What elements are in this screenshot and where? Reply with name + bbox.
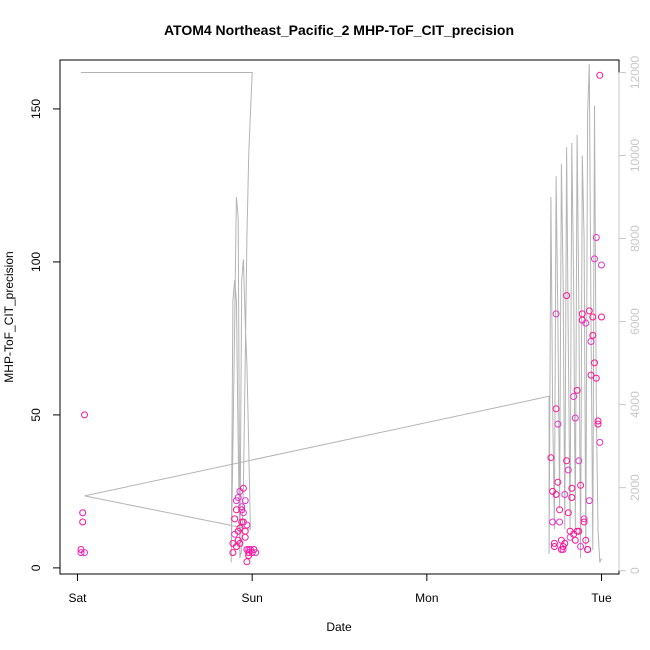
data-point	[563, 292, 571, 300]
data-point	[570, 393, 578, 400]
y-axis-label: MHP-ToF_CIT_precision	[2, 251, 16, 382]
data-point	[550, 539, 558, 547]
plot-frame	[59, 59, 620, 575]
data-point	[236, 524, 244, 532]
data-point	[577, 481, 585, 489]
chart-title: ATOM4 Northeast_Pacific_2 MHP-ToF_CIT_pr…	[164, 22, 514, 38]
x-tick-label: Sun	[241, 591, 262, 605]
data-point	[591, 255, 598, 263]
data-point	[550, 543, 558, 550]
y-tick-label: 0	[29, 564, 43, 571]
x-axis: Sat Sun Mon Tue	[68, 573, 612, 605]
data-point	[241, 533, 249, 541]
y-tick-label: 50	[29, 408, 43, 422]
x-tick-label: Mon	[415, 591, 438, 605]
data-point	[577, 543, 585, 550]
right-y-tick-label: 2000	[628, 474, 642, 501]
data-point	[568, 484, 576, 492]
data-point	[236, 539, 244, 547]
data-point	[556, 506, 564, 514]
y-tick-label: 100	[29, 252, 43, 272]
data-point	[587, 338, 595, 345]
data-point	[547, 454, 555, 462]
data-point	[580, 515, 588, 523]
data-point	[582, 536, 590, 544]
data-point	[234, 494, 242, 501]
data-point	[580, 518, 588, 526]
data-point	[575, 457, 583, 465]
data-point	[252, 549, 260, 557]
data-point	[598, 261, 605, 269]
data-point	[559, 546, 567, 553]
data-point	[564, 509, 572, 517]
data-point	[229, 549, 237, 557]
data-point	[578, 310, 586, 318]
data-point	[79, 509, 87, 517]
data-point	[571, 414, 579, 422]
data-point	[591, 359, 598, 367]
data-point	[554, 478, 562, 486]
data-point	[239, 484, 247, 492]
data-point	[568, 494, 576, 501]
data-point	[596, 438, 604, 446]
data-point	[81, 411, 88, 419]
data-point	[77, 549, 85, 557]
series-line	[81, 64, 602, 563]
x-tick-label: Sat	[68, 591, 87, 605]
data-point	[549, 518, 557, 526]
data-point	[589, 313, 597, 321]
point-series-layer	[77, 71, 605, 566]
data-point	[79, 518, 87, 526]
data-point	[589, 331, 597, 339]
data-point	[561, 491, 569, 498]
right-y-tick-label: 12000	[628, 55, 642, 89]
data-point	[232, 506, 240, 514]
data-point	[239, 509, 247, 517]
data-point	[241, 527, 249, 535]
data-point	[563, 457, 571, 465]
data-point	[554, 420, 562, 428]
data-point	[561, 539, 569, 547]
data-point	[571, 536, 579, 544]
right-y-tick-label: 6000	[628, 308, 642, 335]
data-point	[238, 503, 246, 511]
data-point	[241, 497, 249, 505]
data-point	[243, 558, 251, 566]
data-point	[594, 420, 602, 428]
data-point	[81, 549, 88, 557]
right-y-axis: 0 2000 4000 6000 8000 10000 12000	[618, 55, 642, 574]
data-point	[592, 234, 600, 241]
data-point	[243, 521, 251, 529]
right-y-tick-label: 0	[628, 567, 642, 574]
line-series-layer	[81, 64, 602, 563]
right-y-tick-label: 8000	[628, 225, 642, 252]
data-point	[564, 466, 572, 474]
right-y-tick-label: 4000	[628, 391, 642, 418]
data-point	[596, 71, 604, 79]
data-point	[587, 371, 595, 379]
data-point	[575, 527, 583, 535]
y-axis: 0 50 100 150	[29, 99, 61, 571]
data-point	[584, 546, 592, 553]
data-point	[552, 491, 560, 498]
data-point	[585, 497, 593, 505]
data-point	[592, 374, 600, 382]
x-tick-label: Tue	[591, 591, 612, 605]
data-point	[573, 386, 581, 394]
data-point	[556, 518, 564, 526]
data-point	[552, 405, 560, 413]
right-y-tick-label: 10000	[628, 138, 642, 172]
data-point	[598, 313, 605, 321]
data-point	[585, 307, 593, 315]
data-point	[594, 417, 602, 425]
data-point	[552, 310, 560, 318]
data-point	[231, 515, 239, 523]
data-point	[582, 319, 590, 327]
y-tick-label: 150	[29, 99, 43, 119]
x-axis-label: Date	[326, 620, 352, 634]
